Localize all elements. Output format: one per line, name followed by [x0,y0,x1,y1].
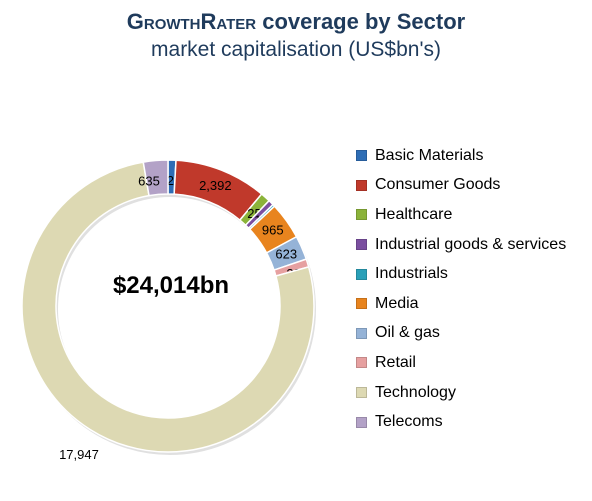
slice-telecoms[interactable] [142,159,169,197]
legend-item-media[interactable]: Media [356,289,566,319]
slice-technology[interactable] [21,161,315,453]
legend-label: Media [375,294,419,312]
chart-legend: Basic Materials Consumer Goods Healthcare I… [356,141,566,437]
donut-center-total: $24,014bn [112,272,230,299]
legend-label: Industrials [375,265,448,283]
legend-swatch [356,357,367,369]
legend-label: Oil & gas [375,324,440,342]
data-label-consumer-goods: 2,392 [199,178,232,193]
data-label-technology: 17,947 [59,447,99,462]
legend-swatch [356,298,367,310]
legend-swatch [356,268,367,280]
legend-label: Retail [375,353,416,371]
legend-item-telecoms[interactable]: Telecoms [356,407,566,437]
chart-title-block: GrowthRater coverage by Sector market ca… [0,8,592,64]
data-label-telecoms: 635 [138,173,160,188]
legend-item-basic-materials[interactable]: Basic Materials [356,141,566,171]
legend-label: Basic Materials [375,146,484,164]
legend-swatch [356,209,367,221]
legend-item-consumer-goods[interactable]: Consumer Goods [356,171,566,201]
legend-swatch [356,150,367,162]
legend-item-oil-and-gas[interactable]: Oil & gas [356,319,566,349]
legend-item-technology[interactable]: Technology [356,378,566,408]
legend-label: Healthcare [375,205,453,223]
legend-swatch [356,416,367,428]
legend-item-healthcare[interactable]: Healthcare [356,200,566,230]
legend-label: Industrial goods & services [375,235,567,253]
legend-label: Technology [375,383,456,401]
legend-swatch [356,387,367,399]
legend-swatch [356,179,367,191]
data-label-media: 965 [262,223,284,238]
data-label-oil-and-gas: 623 [275,247,297,262]
chart-title-brand: GrowthRater [126,9,257,34]
legend-label: Telecoms [375,413,443,431]
legend-swatch [356,239,367,251]
chart-title-rest: coverage by Sector [256,9,466,34]
legend-item-retail[interactable]: Retail [356,348,566,378]
legend-item-industrials[interactable]: Industrials [356,259,566,289]
chart-title: GrowthRater coverage by Sector [0,8,592,36]
legend-swatch [356,327,367,339]
legend-item-industrial-goods-and-services[interactable]: Industrial goods & services [356,230,566,260]
legend-label: Consumer Goods [375,176,501,194]
chart-subtitle: market capitalisation (US$bn's) [151,38,441,61]
